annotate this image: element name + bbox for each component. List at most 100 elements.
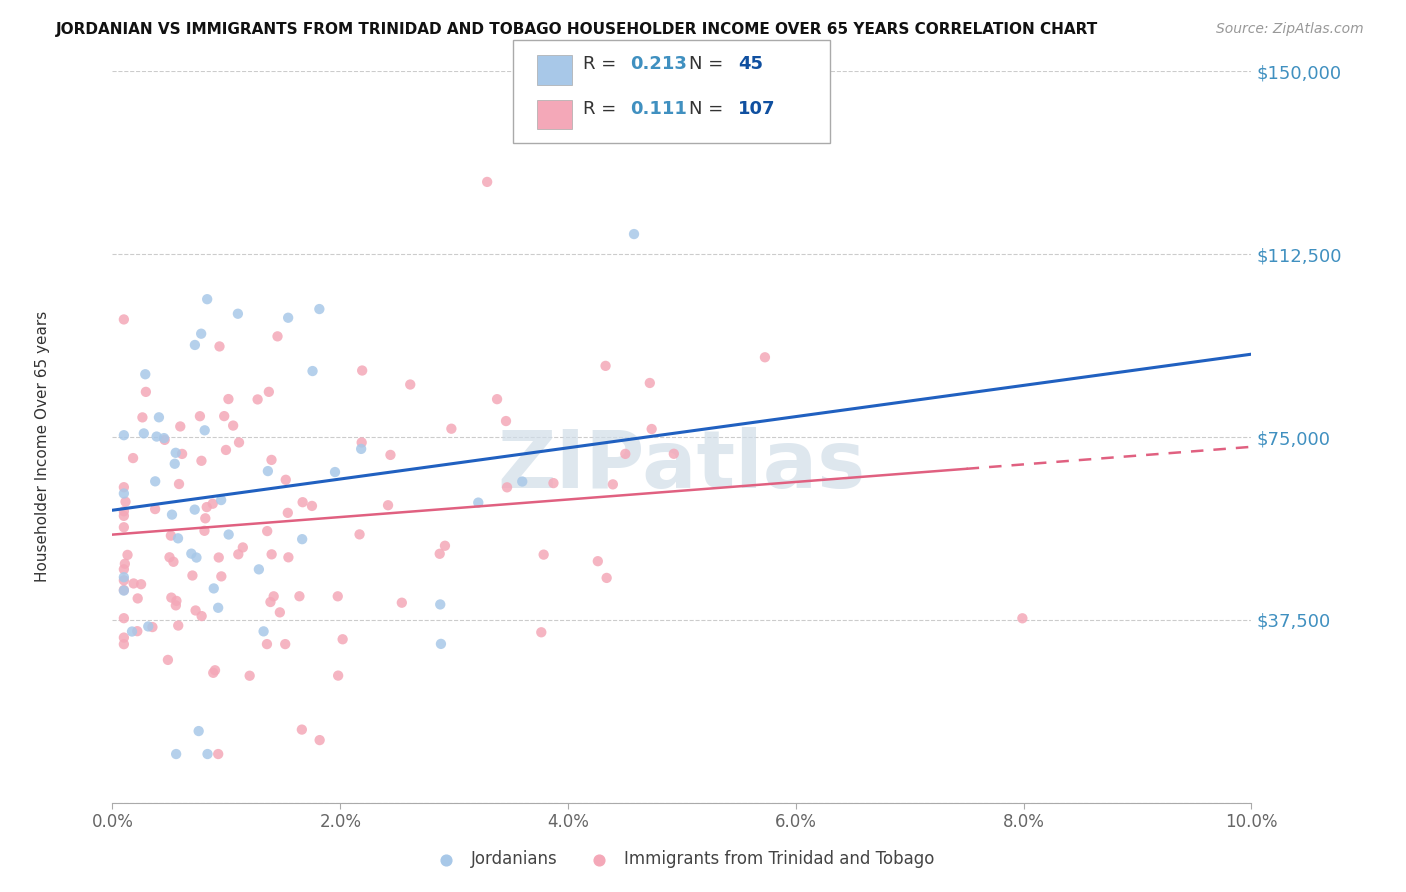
Text: 0.213: 0.213	[630, 55, 686, 73]
Point	[226, 307, 249, 321]
Point	[246, 392, 269, 407]
Point	[638, 376, 661, 390]
Point	[291, 532, 314, 546]
Point	[595, 571, 617, 585]
Point	[163, 457, 186, 471]
Point	[167, 532, 190, 546]
Point	[112, 570, 135, 584]
Point	[136, 619, 159, 633]
Point	[112, 637, 135, 651]
Point	[148, 410, 170, 425]
Point	[165, 594, 187, 608]
Point	[197, 747, 219, 761]
Point	[187, 724, 209, 739]
Point	[207, 747, 229, 761]
Legend: Jordanians, Immigrants from Trinidad and Tobago: Jordanians, Immigrants from Trinidad and…	[423, 844, 941, 875]
Point	[112, 480, 135, 494]
Point	[112, 312, 135, 326]
Point	[260, 547, 283, 561]
Point	[440, 422, 463, 436]
Point	[533, 548, 555, 562]
Point	[467, 495, 489, 509]
Point	[274, 637, 297, 651]
Point	[135, 384, 157, 399]
Point	[530, 625, 553, 640]
Point	[201, 497, 224, 511]
Point	[277, 550, 299, 565]
Point	[114, 495, 136, 509]
Point	[180, 547, 202, 561]
Point	[121, 624, 143, 639]
Point	[186, 550, 208, 565]
Point	[184, 338, 207, 352]
Point	[586, 554, 609, 568]
Point	[259, 595, 281, 609]
Point	[195, 500, 218, 514]
Point	[326, 668, 349, 682]
Point	[114, 557, 136, 571]
Point	[112, 631, 135, 645]
Point	[247, 562, 270, 576]
Point	[308, 733, 330, 747]
Point	[190, 326, 212, 341]
Point	[256, 637, 278, 651]
Point	[429, 547, 451, 561]
Point	[614, 447, 637, 461]
Point	[169, 419, 191, 434]
Point	[132, 426, 155, 441]
Point	[301, 364, 323, 378]
Point	[350, 442, 373, 456]
Point	[377, 498, 399, 512]
Point	[143, 475, 166, 489]
Point	[257, 384, 280, 399]
Point	[181, 568, 204, 582]
Point	[222, 418, 245, 433]
Point	[160, 591, 183, 605]
Point	[277, 310, 299, 325]
Point	[350, 435, 373, 450]
Point	[162, 555, 184, 569]
Point	[131, 410, 153, 425]
Point	[274, 473, 297, 487]
Point	[218, 527, 240, 541]
Point	[543, 476, 565, 491]
Point	[165, 747, 187, 761]
Point	[232, 541, 254, 555]
Point	[193, 524, 215, 538]
Point	[257, 464, 280, 478]
Text: Source: ZipAtlas.com: Source: ZipAtlas.com	[1216, 22, 1364, 37]
Point	[217, 392, 239, 406]
Point	[208, 550, 231, 565]
Point	[754, 351, 776, 365]
Point	[129, 577, 152, 591]
Point	[602, 477, 624, 491]
Point	[433, 539, 456, 553]
Point	[277, 506, 299, 520]
Text: JORDANIAN VS IMMIGRANTS FROM TRINIDAD AND TOBAGO HOUSEHOLDER INCOME OVER 65 YEAR: JORDANIAN VS IMMIGRANTS FROM TRINIDAD AN…	[56, 22, 1098, 37]
Text: N =: N =	[689, 100, 728, 118]
Text: 45: 45	[738, 55, 763, 73]
Point	[209, 493, 232, 508]
Point	[228, 435, 250, 450]
Text: Householder Income Over 65 years: Householder Income Over 65 years	[35, 310, 49, 582]
Point	[496, 480, 519, 494]
Point	[194, 511, 217, 525]
Point	[239, 669, 262, 683]
Point	[326, 590, 349, 604]
Point	[204, 663, 226, 677]
Text: R =: R =	[583, 55, 623, 73]
Point	[475, 175, 498, 189]
Point	[160, 508, 183, 522]
Point	[399, 377, 422, 392]
Point	[263, 590, 285, 604]
Point	[510, 475, 533, 489]
Point	[208, 339, 231, 353]
Point	[195, 292, 218, 306]
Point	[291, 723, 314, 737]
Point	[112, 486, 135, 500]
Point	[153, 431, 176, 445]
Point	[486, 392, 509, 406]
Point	[145, 429, 167, 443]
Point	[301, 499, 323, 513]
Point	[112, 562, 135, 576]
